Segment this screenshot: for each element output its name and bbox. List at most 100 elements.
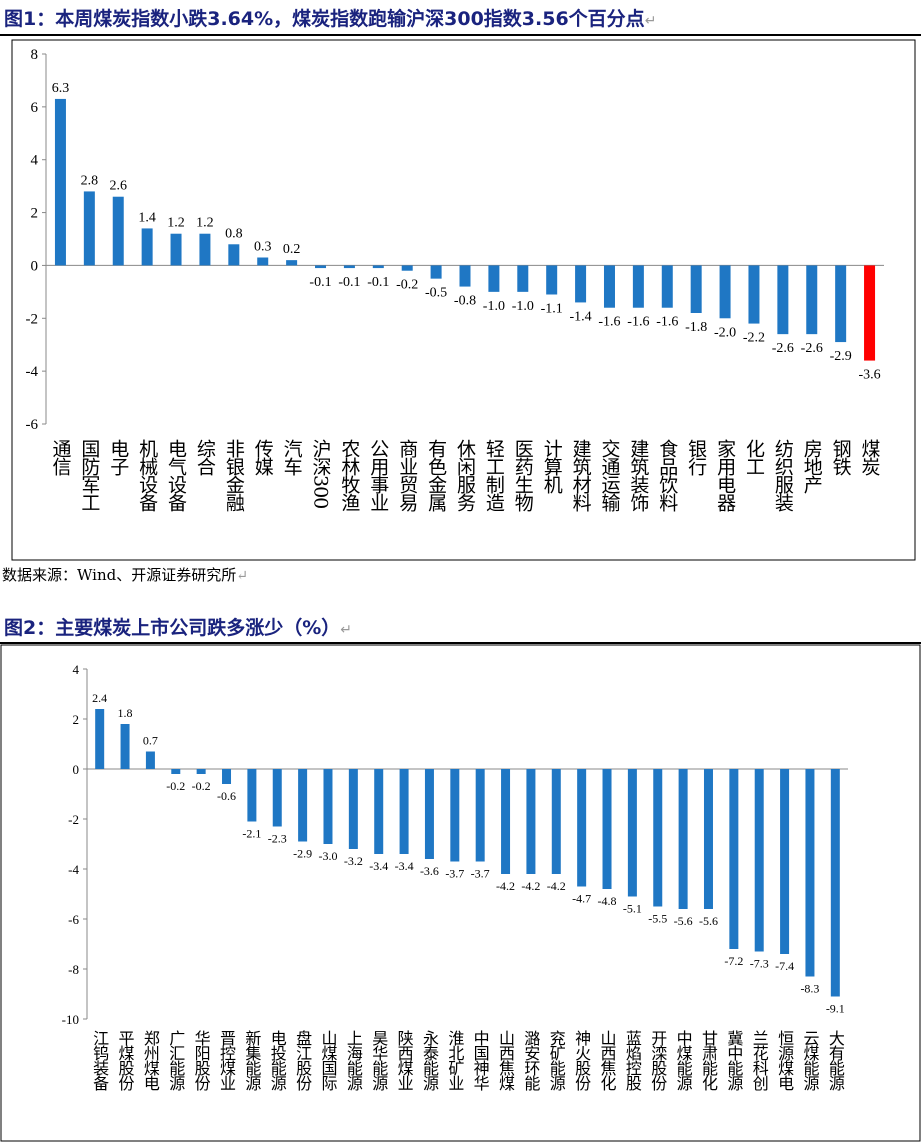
bar: [222, 769, 232, 784]
bar: [171, 769, 181, 774]
category-label: 陕西煤业: [395, 1030, 414, 1090]
category-label: 食品饮料: [656, 439, 678, 512]
bar: [141, 228, 153, 266]
bar: [257, 257, 269, 266]
category-label: 山煤国际: [318, 1030, 337, 1092]
bar: [603, 265, 615, 308]
bar: [602, 769, 612, 889]
bar: [343, 265, 355, 269]
y-tick-label: -2: [68, 812, 79, 827]
data-label: -1.6: [598, 315, 620, 330]
category-label: 纺织服装: [772, 439, 794, 512]
bar: [501, 769, 511, 874]
data-label: -7.3: [750, 957, 769, 971]
category-label: 江钨装备: [90, 1030, 109, 1091]
bar: [661, 265, 673, 308]
data-label: -2.6: [772, 341, 794, 356]
category-label: 郑州煤电: [141, 1030, 160, 1091]
bar: [95, 709, 105, 769]
bar: [475, 769, 485, 862]
bar: [754, 769, 764, 952]
data-label: -7.4: [775, 959, 794, 973]
bar: [678, 769, 688, 909]
chart1: 8 6 4 2 0 -2 -4 -6 6.3 通信 2.8 国防军工 2.6 电子 1.4 机械设备 1.2 电气…: [11, 39, 916, 561]
bar: [430, 265, 442, 279]
data-label: -2.9: [293, 847, 312, 861]
category-label: 恒源煤电: [775, 1030, 794, 1091]
y-tick-label: -4: [68, 862, 79, 877]
category-label: 盘江股份: [293, 1029, 312, 1092]
data-label: -2.9: [830, 349, 852, 364]
category-label: 建筑装饰: [627, 439, 649, 512]
category-label: 化工: [743, 439, 765, 475]
bar: [199, 233, 211, 266]
bar: [120, 724, 130, 769]
data-label: -3.6: [858, 368, 880, 383]
data-label: -2.6: [801, 341, 823, 356]
data-label: -5.6: [699, 914, 718, 928]
y-tick-label: -4: [26, 364, 39, 380]
category-label: 医药生物: [512, 439, 534, 512]
y-tick-label: 4: [31, 153, 39, 169]
bar: [286, 260, 298, 266]
data-label: -1.6: [656, 315, 678, 330]
category-label: 钢铁: [830, 439, 852, 476]
y-tick-label: 6: [31, 100, 39, 116]
bar: [780, 769, 790, 954]
data-label: -4.2: [496, 879, 515, 893]
category-label: 上海能源: [344, 1030, 363, 1092]
data-label: -3.7: [471, 867, 490, 881]
data-label: 0.8: [225, 226, 243, 241]
data-label: -5.5: [648, 912, 667, 926]
bar: [228, 244, 240, 266]
category-label: 煤炭: [859, 439, 881, 476]
category-label: 大有能源: [826, 1030, 845, 1092]
data-label: -0.2: [166, 779, 185, 793]
bar: [551, 769, 561, 874]
y-tick-label: -6: [26, 417, 39, 433]
bar: [272, 769, 282, 827]
data-label: -3.0: [318, 849, 337, 863]
data-label: -0.5: [425, 286, 447, 301]
data-label: 1.2: [167, 216, 185, 231]
category-label: 山西焦化: [598, 1030, 617, 1091]
divider: [0, 642, 921, 644]
category-label: 永泰能源: [420, 1030, 439, 1092]
category-label: 休闲服务: [454, 439, 476, 512]
category-label: 晋控煤业: [217, 1030, 236, 1090]
bar: [459, 265, 471, 287]
category-label: 国防军工: [78, 439, 100, 511]
data-label: -2.0: [714, 325, 736, 340]
bar: [196, 769, 206, 774]
bar: [835, 265, 847, 343]
category-label: 交通运输: [598, 439, 620, 512]
bar: [247, 769, 257, 822]
y-tick-label: -8: [68, 962, 79, 977]
data-label: -0.2: [396, 278, 418, 293]
y-tick-label: -6: [68, 912, 79, 927]
chart2: 4 2 0 -2 -4 -6 -8 -10 2.4 江钨装备 1.8 平煤股份 0.7 郑州煤电 -0.2 广…: [0, 644, 921, 1142]
bar: [488, 265, 500, 292]
category-label: 房地产: [801, 439, 823, 494]
bar: [719, 265, 731, 319]
data-label: -7.2: [724, 954, 743, 968]
data-label: -1.6: [627, 315, 649, 330]
category-label: 昊华能源: [369, 1030, 388, 1092]
bar: [805, 769, 815, 977]
y-tick-label: 4: [73, 662, 80, 677]
y-tick-label: 2: [73, 712, 80, 727]
data-label: -4.8: [598, 894, 617, 908]
bar: [703, 769, 713, 909]
data-label: -1.0: [483, 299, 505, 314]
bar: [112, 196, 124, 266]
data-label: -2.2: [743, 331, 765, 346]
bar: [632, 265, 644, 308]
category-label: 电投能源: [268, 1030, 287, 1092]
bar: [399, 769, 409, 854]
data-label: -1.4: [570, 309, 592, 324]
category-label: 甘肃能化: [699, 1030, 718, 1091]
category-label: 兰花科创: [750, 1030, 769, 1092]
bar: [690, 265, 702, 313]
figure2-title: 图2：主要煤炭上市公司跌多涨少（%）↵: [4, 613, 352, 640]
data-label: -0.1: [338, 275, 360, 290]
